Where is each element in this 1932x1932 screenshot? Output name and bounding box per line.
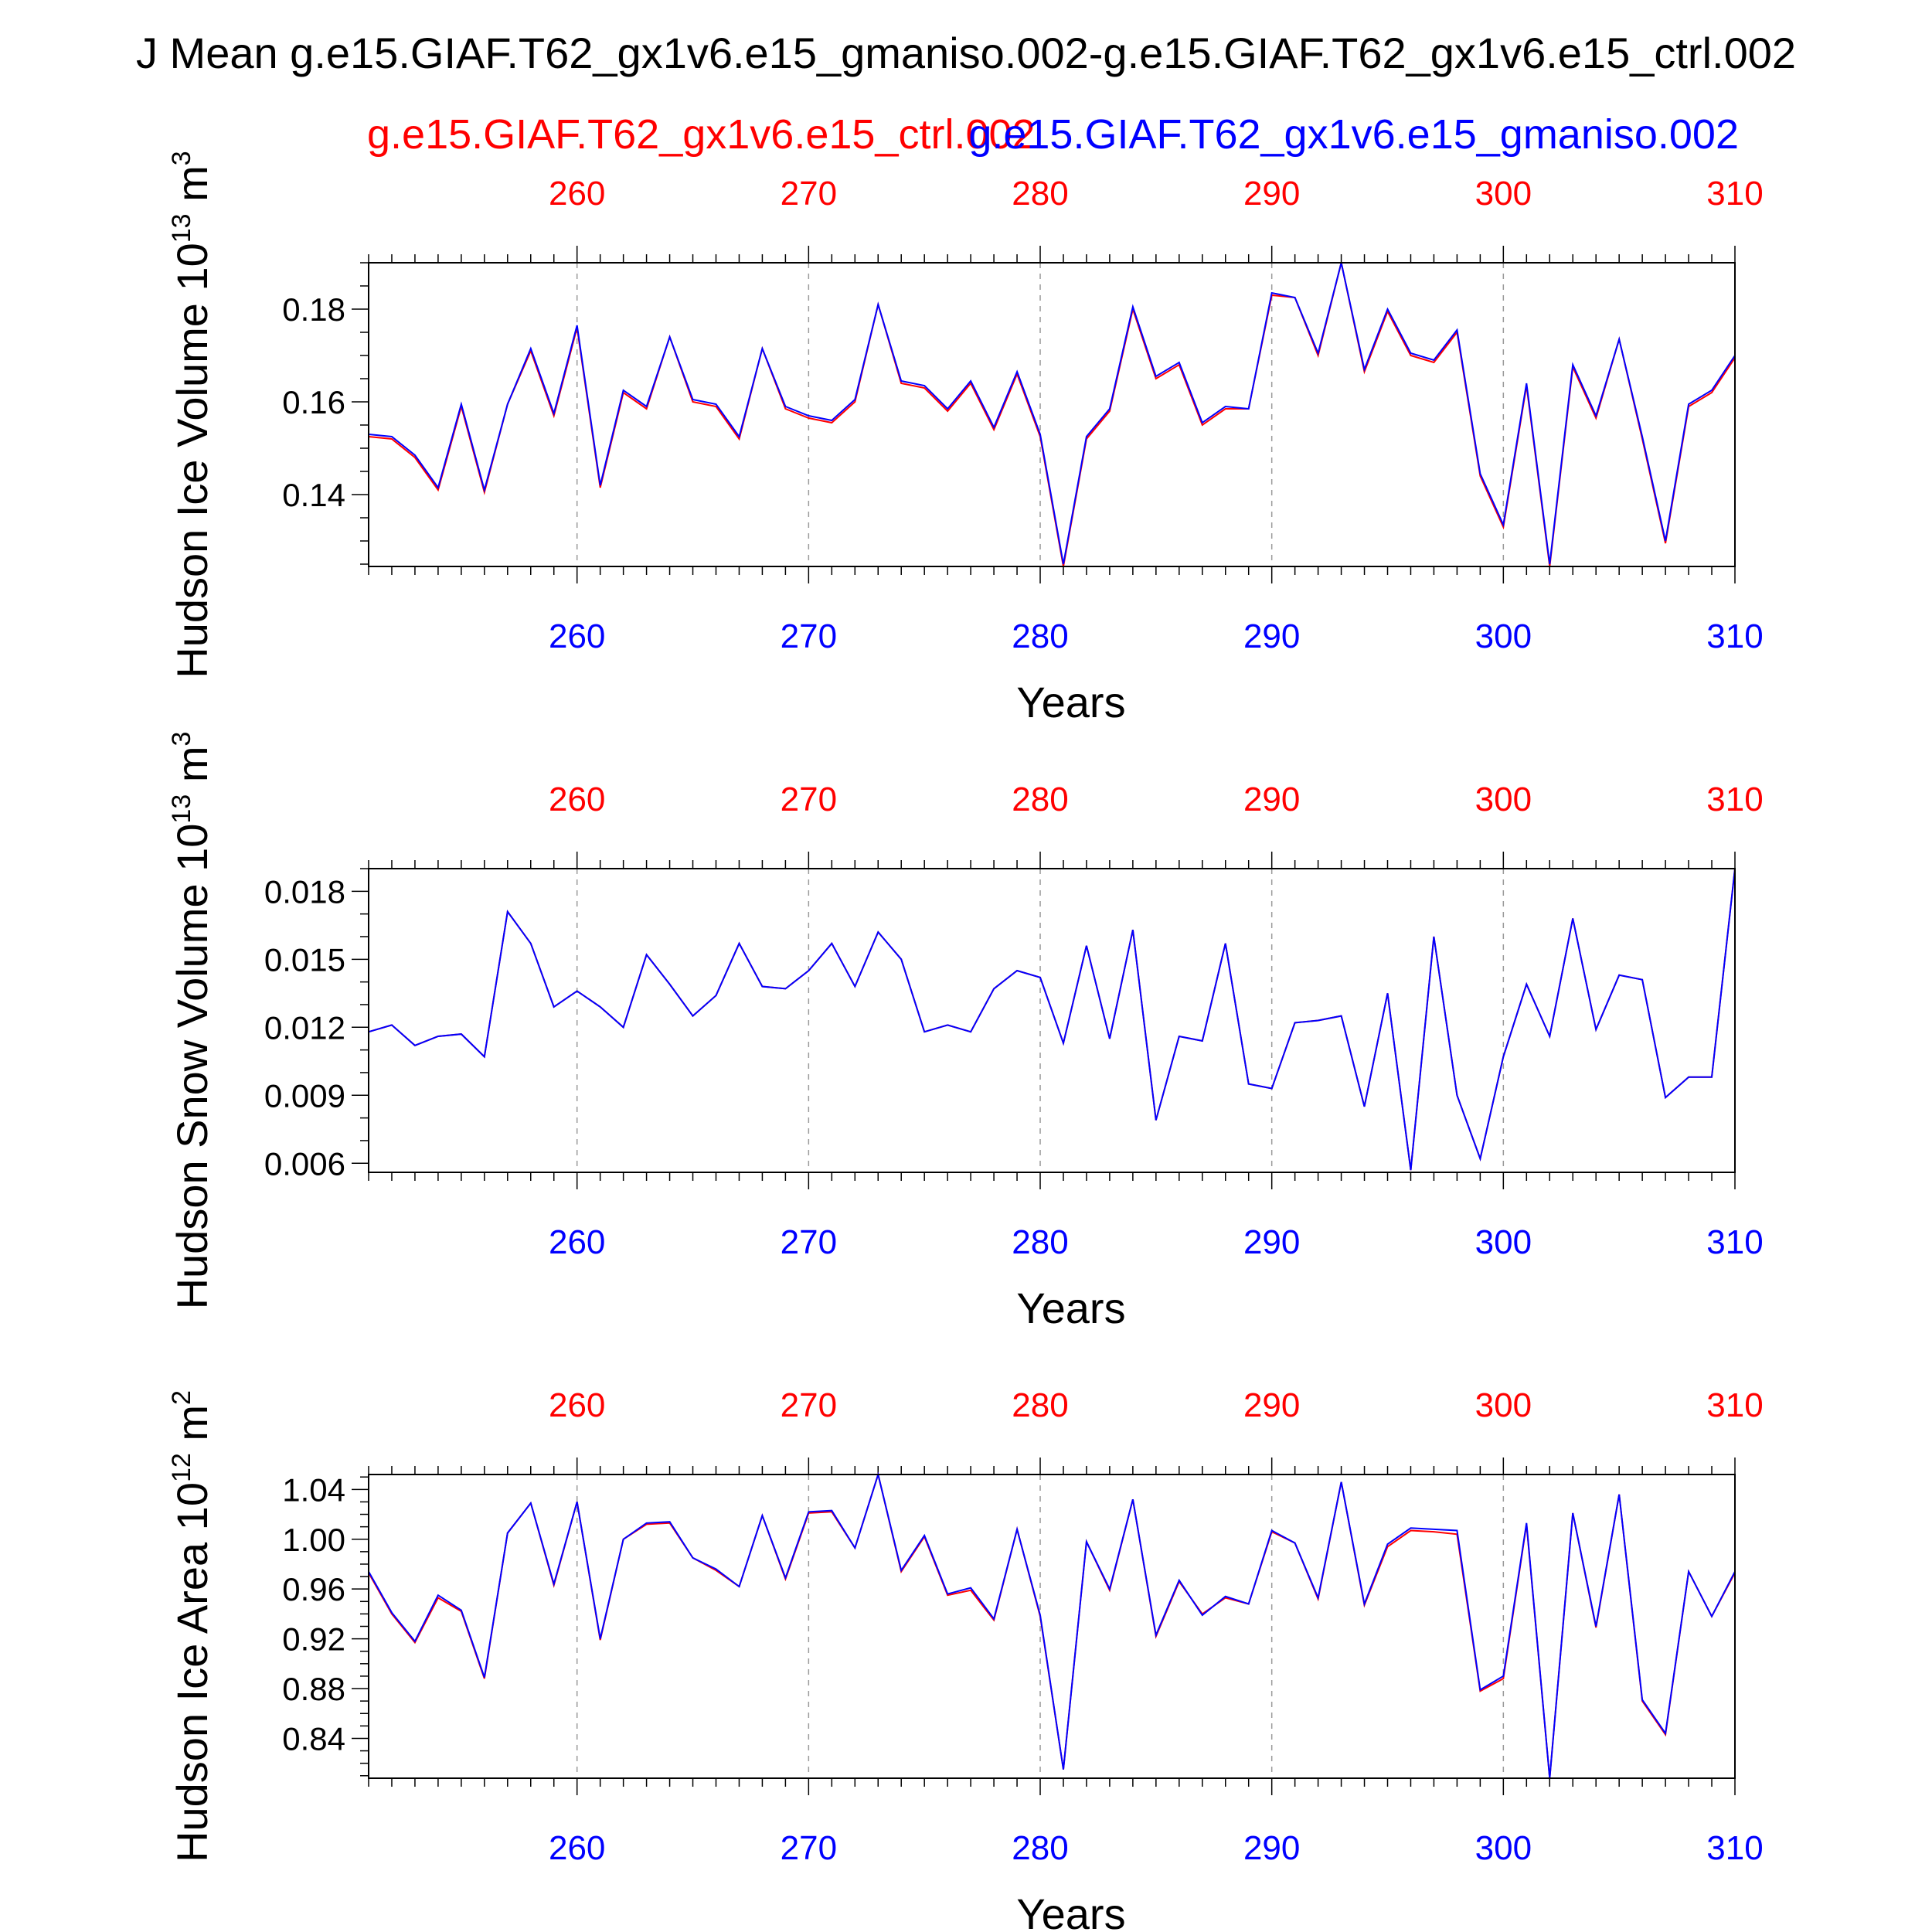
y-axis-title-part: 3 xyxy=(167,151,196,165)
y-tick-label: 0.018 xyxy=(264,873,345,910)
x-tick-label-bottom: 290 xyxy=(1243,1223,1300,1261)
x-tick-label-bottom: 290 xyxy=(1243,617,1300,655)
x-tick-label-bottom: 300 xyxy=(1475,1223,1532,1261)
y-axis-title-part: m xyxy=(168,1405,216,1453)
panel-3: 0.84 0.88 0.92 0.96 1.00 1.04 260 260 270 270 280 2… xyxy=(167,1386,1764,1932)
x-tick-label-top: 280 xyxy=(1012,175,1068,213)
x-axis-title: Years xyxy=(1016,1889,1125,1932)
plot-frame xyxy=(368,868,1736,1173)
y-tick-label: 0.012 xyxy=(264,1009,345,1046)
x-tick-label-bottom: 290 xyxy=(1243,1829,1300,1867)
x-tick-label-top: 280 xyxy=(1012,781,1068,818)
legend-gmaniso-label: g.e15.GIAF.T62_gx1v6.e15_gmaniso.002 xyxy=(968,111,1739,158)
x-tick-label-top: 300 xyxy=(1475,1386,1532,1424)
y-axis-title-part: 13 xyxy=(167,794,196,824)
y-axis-title: Hudson Snow Volume 1013 m3 xyxy=(167,732,216,1310)
x-tick-label-bottom: 260 xyxy=(549,1223,605,1261)
y-tick-label: 0.14 xyxy=(282,477,345,513)
x-tick-label-bottom: 260 xyxy=(549,1829,605,1867)
x-tick-label-bottom: 270 xyxy=(781,617,837,655)
legend-ctrl-label: g.e15.GIAF.T62_gx1v6.e15_ctrl.002 xyxy=(367,111,1036,158)
x-tick-label-top: 260 xyxy=(549,175,605,213)
x-tick-label-top: 290 xyxy=(1243,175,1300,213)
y-axis-title-part: 3 xyxy=(167,732,196,747)
x-tick-label-top: 290 xyxy=(1243,1386,1300,1424)
y-axis-title-part: Hudson Snow Volume 10 xyxy=(168,824,216,1310)
panel-1: 0.14 0.16 0.18 260 260 270 270 280 280 290 290 300 3… xyxy=(167,151,1764,726)
x-tick-label-bottom: 310 xyxy=(1706,617,1763,655)
x-tick-label-top: 270 xyxy=(781,175,837,213)
x-tick-label-top: 260 xyxy=(549,781,605,818)
x-tick-label-top: 290 xyxy=(1243,781,1300,818)
x-tick-label-bottom: 270 xyxy=(781,1829,837,1867)
y-axis-title-part: Hudson Ice Area 10 xyxy=(168,1482,216,1862)
y-axis-title-part: m xyxy=(168,747,216,794)
x-tick-label-bottom: 300 xyxy=(1475,1829,1532,1867)
x-tick-label-top: 280 xyxy=(1012,1386,1068,1424)
x-tick-label-top: 310 xyxy=(1706,781,1763,818)
y-tick-label: 0.009 xyxy=(264,1077,345,1114)
panels: 0.14 0.16 0.18 260 260 270 270 280 280 290 290 300 3… xyxy=(167,151,1764,1932)
x-tick-label-top: 260 xyxy=(549,1386,605,1424)
y-axis-title-part: Hudson Ice Volume 10 xyxy=(168,243,216,678)
x-tick-label-bottom: 270 xyxy=(781,1223,837,1261)
y-axis-title: Hudson Ice Area 1012 m2 xyxy=(167,1390,216,1862)
y-axis-title-part: 13 xyxy=(167,213,196,243)
plot-frame xyxy=(368,1474,1736,1779)
plot-frame xyxy=(368,262,1736,567)
y-tick-label: 0.92 xyxy=(282,1621,345,1658)
y-axis-title-part: m xyxy=(168,165,216,213)
x-tick-label-bottom: 280 xyxy=(1012,1829,1068,1867)
y-tick-label: 1.04 xyxy=(282,1471,345,1508)
figure-title: J Mean g.e15.GIAF.T62_gx1v6.e15_gmaniso.… xyxy=(136,29,1796,77)
x-tick-label-top: 270 xyxy=(781,781,837,818)
x-axis-title: Years xyxy=(1016,1284,1125,1332)
y-tick-label: 0.84 xyxy=(282,1720,345,1757)
y-tick-label: 0.015 xyxy=(264,941,345,978)
series-line-gmaniso xyxy=(368,868,1736,1171)
series-line-gmaniso xyxy=(368,262,1736,565)
x-tick-label-top: 270 xyxy=(781,1386,837,1424)
x-tick-label-bottom: 310 xyxy=(1706,1829,1763,1867)
panel-2: 0.006 0.009 0.012 0.015 0.018 260 260 270 270 280… xyxy=(167,732,1764,1332)
y-tick-label: 0.96 xyxy=(282,1571,345,1607)
x-tick-label-top: 310 xyxy=(1706,1386,1763,1424)
x-tick-label-bottom: 260 xyxy=(549,617,605,655)
x-tick-label-top: 310 xyxy=(1706,175,1763,213)
series-line-ctrl xyxy=(368,868,1736,1171)
series-line-gmaniso xyxy=(368,1471,1736,1779)
y-tick-label: 0.88 xyxy=(282,1671,345,1707)
x-tick-label-bottom: 280 xyxy=(1012,1223,1068,1261)
x-tick-label-bottom: 310 xyxy=(1706,1223,1763,1261)
y-axis-title: Hudson Ice Volume 1013 m3 xyxy=(167,151,216,678)
y-axis-title-part: 12 xyxy=(167,1453,196,1482)
x-tick-label-bottom: 300 xyxy=(1475,617,1532,655)
y-tick-label: 0.18 xyxy=(282,291,345,328)
x-axis-title: Years xyxy=(1016,678,1125,726)
y-tick-label: 0.16 xyxy=(282,384,345,420)
x-tick-label-top: 300 xyxy=(1475,175,1532,213)
y-tick-label: 0.006 xyxy=(264,1145,345,1182)
y-tick-label: 1.00 xyxy=(282,1522,345,1558)
x-tick-label-top: 300 xyxy=(1475,781,1532,818)
x-tick-label-bottom: 280 xyxy=(1012,617,1068,655)
series-line-ctrl xyxy=(368,1471,1736,1779)
y-axis-title-part: 2 xyxy=(167,1390,196,1405)
